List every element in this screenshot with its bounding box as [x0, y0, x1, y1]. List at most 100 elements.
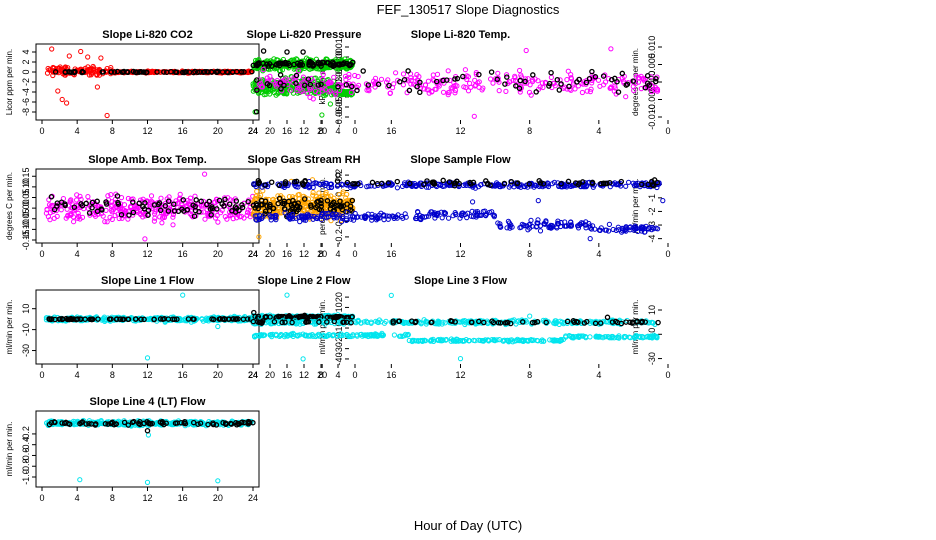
x-axis-label: Hour of Day (UTC) [414, 518, 522, 533]
data-point [320, 71, 326, 78]
data-point [120, 206, 126, 212]
data-point [222, 196, 228, 203]
data-point [543, 218, 549, 224]
data-point [322, 180, 328, 186]
data-point [307, 81, 314, 88]
data-point [258, 84, 264, 90]
x-tick-label: 20 [213, 249, 223, 259]
data-point [339, 181, 345, 187]
y-axis-label: Licor ppm per min. [5, 49, 14, 115]
data-point [336, 192, 342, 198]
data-point [92, 202, 98, 208]
data-point [434, 71, 441, 78]
data-point [307, 86, 313, 92]
data-point [558, 181, 564, 187]
data-point [470, 199, 476, 205]
data-point [123, 209, 129, 215]
data-point [454, 83, 460, 89]
y-tick-label: -0.2 [21, 426, 31, 442]
data-point [504, 74, 510, 80]
data-point [138, 212, 144, 218]
x-tick-label: 12 [299, 370, 309, 380]
data-point [653, 225, 659, 231]
data-point [623, 183, 629, 189]
x-tick-label: 0 [665, 249, 670, 259]
data-point [62, 201, 68, 207]
data-point [85, 54, 91, 60]
y-tick-label: 0.01 [334, 38, 344, 56]
y-axis-label: ml/min per min. [318, 300, 327, 355]
data-point [607, 85, 613, 91]
data-point [632, 226, 638, 232]
data-point [152, 215, 158, 221]
data-point [268, 179, 275, 185]
data-point [351, 183, 357, 189]
data-point [161, 69, 167, 75]
data-point [255, 180, 262, 187]
data-point [199, 316, 205, 322]
x-tick-label: 0 [352, 249, 357, 259]
data-point [75, 210, 81, 216]
y-tick-label: -0.15 [21, 230, 31, 251]
data-point [144, 316, 150, 322]
data-point [59, 96, 65, 103]
x-tick-label: 20 [317, 126, 327, 136]
x-tick-label: 20 [265, 249, 275, 259]
y-tick-label: -8 [21, 108, 31, 116]
data-point [302, 177, 308, 184]
data-point [343, 217, 349, 223]
data-point [488, 76, 494, 82]
plot-frame [35, 289, 260, 365]
data-point [614, 78, 620, 85]
x-tick-label: 12 [299, 249, 309, 259]
x-tick-label: 24 [248, 249, 258, 259]
data-point [340, 191, 346, 197]
x-tick-label: 0 [665, 370, 670, 380]
data-point [142, 200, 148, 206]
data-point [181, 69, 187, 76]
data-point [555, 218, 561, 224]
data-point [244, 212, 250, 218]
y-tick-label: -0.06 [334, 107, 344, 128]
data-point [453, 212, 459, 218]
data-series [250, 48, 356, 70]
data-point [526, 89, 533, 96]
data-series [46, 315, 254, 323]
data-point [365, 82, 372, 88]
data-point [78, 48, 84, 55]
data-point [318, 197, 324, 204]
data-point [430, 179, 437, 185]
data-point [334, 178, 341, 184]
data-point [281, 82, 287, 89]
data-point [434, 212, 440, 219]
y-tick-label: 0 [21, 69, 31, 74]
data-point [362, 215, 368, 221]
data-point [429, 89, 435, 95]
data-point [497, 223, 503, 229]
data-point [260, 48, 267, 54]
x-tick-label: 4 [335, 249, 340, 259]
data-point [251, 309, 257, 316]
data-point [527, 225, 533, 231]
data-point [537, 228, 544, 234]
data-point [112, 205, 118, 211]
y-tick-label: 20 [334, 292, 344, 302]
x-tick-label: 0 [39, 370, 44, 380]
data-point [578, 220, 585, 226]
data-point [267, 73, 273, 80]
data-point [335, 172, 341, 178]
data-point [527, 313, 533, 319]
data-point [480, 208, 486, 215]
data-point [94, 208, 101, 215]
x-tick-label: 24 [248, 126, 258, 136]
x-tick-label: 4 [596, 126, 601, 136]
data-point [65, 213, 71, 219]
data-point [338, 219, 345, 225]
data-point [165, 198, 172, 204]
data-point [474, 212, 480, 218]
data-point [144, 355, 151, 361]
data-point [444, 77, 450, 83]
data-point [191, 213, 198, 219]
data-point [145, 207, 152, 214]
data-point [261, 64, 268, 70]
